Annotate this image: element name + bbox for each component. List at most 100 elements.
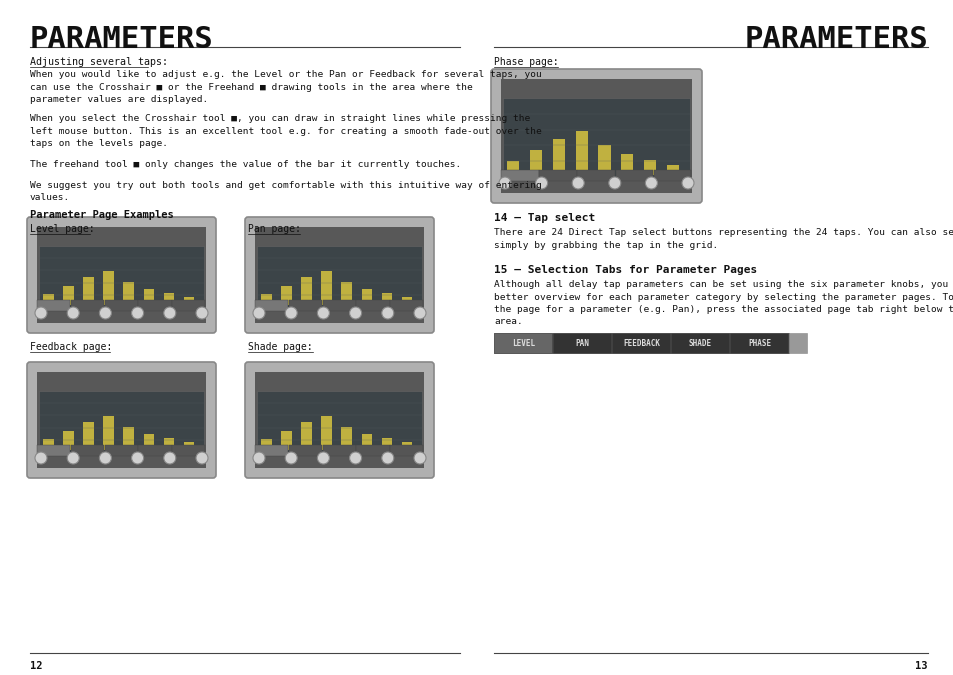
Bar: [598, 144, 610, 175]
Bar: [301, 423, 312, 450]
Circle shape: [535, 177, 547, 189]
Bar: [729, 333, 788, 353]
Bar: [281, 431, 292, 450]
Text: There are 24 Direct Tap select buttons representing the 24 taps. You can also se: There are 24 Direct Tap select buttons r…: [494, 228, 953, 250]
Bar: [506, 161, 518, 175]
Bar: [381, 438, 392, 450]
Bar: [670, 333, 729, 353]
Circle shape: [164, 452, 175, 464]
Bar: [788, 333, 806, 353]
Bar: [356, 445, 389, 456]
Bar: [538, 170, 577, 181]
Bar: [401, 442, 412, 450]
Circle shape: [349, 307, 361, 319]
Circle shape: [317, 307, 329, 319]
Bar: [71, 445, 104, 456]
FancyBboxPatch shape: [245, 217, 434, 333]
Text: 15 – Selection Tabs for Parameter Pages: 15 – Selection Tabs for Parameter Pages: [494, 265, 757, 275]
Text: Shade page:: Shade page:: [248, 342, 313, 352]
Bar: [37, 227, 206, 323]
Text: When you select the Crosshair tool ■, you can draw in straight lines while press: When you select the Crosshair tool ■, yo…: [30, 114, 541, 148]
Bar: [254, 300, 288, 311]
Bar: [138, 445, 172, 456]
Bar: [361, 434, 372, 450]
Bar: [500, 79, 691, 193]
FancyBboxPatch shape: [491, 69, 701, 203]
Bar: [381, 293, 392, 305]
Bar: [502, 98, 689, 177]
Bar: [281, 286, 292, 305]
Circle shape: [99, 307, 112, 319]
Bar: [43, 294, 53, 305]
Bar: [105, 445, 138, 456]
Circle shape: [195, 452, 208, 464]
Circle shape: [414, 307, 426, 319]
Circle shape: [681, 177, 693, 189]
Text: LEVEL: LEVEL: [512, 338, 535, 348]
Circle shape: [35, 452, 47, 464]
Bar: [254, 227, 423, 323]
Bar: [83, 277, 93, 305]
Text: Feedback page:: Feedback page:: [30, 342, 112, 352]
FancyBboxPatch shape: [27, 362, 215, 478]
Circle shape: [645, 177, 657, 189]
Bar: [612, 333, 670, 353]
Circle shape: [572, 177, 583, 189]
Bar: [261, 294, 272, 305]
Bar: [37, 372, 206, 468]
Text: Although all delay tap parameters can be set using the six parameter knobs, you : Although all delay tap parameters can be…: [494, 280, 953, 327]
Bar: [301, 277, 312, 305]
Bar: [43, 439, 53, 450]
Bar: [361, 289, 372, 305]
Bar: [63, 431, 73, 450]
Circle shape: [253, 307, 265, 319]
Bar: [63, 286, 73, 305]
Bar: [144, 434, 154, 450]
Bar: [575, 131, 587, 175]
Bar: [254, 372, 423, 468]
Bar: [103, 416, 113, 450]
Text: PARAMETERS: PARAMETERS: [30, 25, 213, 54]
Bar: [666, 165, 679, 175]
Text: We suggest you try out both tools and get comfortable with this intuitive way of: We suggest you try out both tools and ge…: [30, 181, 541, 202]
Text: SHADE: SHADE: [688, 338, 711, 348]
FancyBboxPatch shape: [245, 362, 434, 478]
Circle shape: [67, 307, 79, 319]
Bar: [321, 416, 332, 450]
Text: FEEDBACK: FEEDBACK: [622, 338, 659, 348]
Bar: [164, 293, 174, 305]
Bar: [289, 300, 322, 311]
Circle shape: [99, 452, 112, 464]
Bar: [172, 445, 205, 456]
Bar: [261, 439, 272, 450]
Text: Phase page:: Phase page:: [494, 57, 558, 67]
Bar: [39, 246, 204, 307]
Bar: [341, 427, 352, 450]
Circle shape: [608, 177, 620, 189]
Bar: [494, 333, 788, 353]
Bar: [172, 300, 205, 311]
Text: PARAMETERS: PARAMETERS: [743, 25, 927, 54]
Text: PHASE: PHASE: [747, 338, 770, 348]
Bar: [256, 391, 421, 452]
Text: Level page:: Level page:: [30, 224, 94, 234]
Text: Adjusting several taps:: Adjusting several taps:: [30, 57, 168, 67]
Bar: [390, 445, 423, 456]
Bar: [123, 281, 134, 305]
Bar: [401, 297, 412, 305]
Bar: [138, 300, 172, 311]
Bar: [643, 159, 656, 175]
Circle shape: [132, 452, 144, 464]
Bar: [105, 300, 138, 311]
Circle shape: [498, 177, 511, 189]
Circle shape: [414, 452, 426, 464]
Bar: [356, 300, 389, 311]
Bar: [184, 442, 194, 450]
Bar: [83, 423, 93, 450]
Bar: [500, 170, 538, 181]
Bar: [552, 139, 564, 175]
Circle shape: [195, 307, 208, 319]
Bar: [144, 289, 154, 305]
Circle shape: [67, 452, 79, 464]
Circle shape: [381, 452, 394, 464]
